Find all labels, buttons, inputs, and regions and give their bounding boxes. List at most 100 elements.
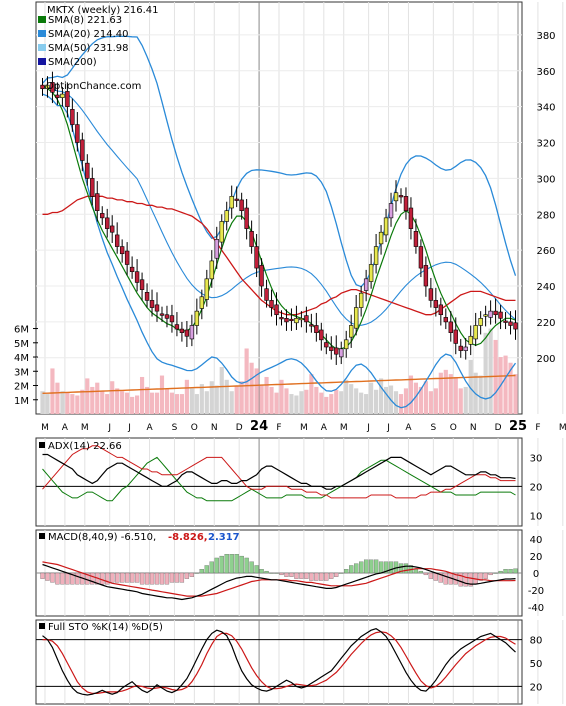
volume-bar: [60, 391, 65, 414]
adx-lines: [36, 445, 522, 502]
macd-histogram-bar: [234, 554, 239, 574]
macd-histogram-bar: [428, 572, 434, 579]
macd-histogram-bar: [403, 563, 409, 574]
volume-bar: [408, 375, 414, 414]
upper-band-line: [42, 35, 517, 288]
x-tick-label: F: [535, 423, 540, 433]
macd-histogram-bar: [154, 572, 160, 585]
volume-tick-label: 6M: [14, 325, 29, 336]
volume-average-line: [42, 374, 516, 394]
candle-body: [423, 265, 429, 287]
macd-histogram-bar: [244, 557, 249, 574]
bollinger-bands: [42, 35, 517, 409]
volume-bar: [378, 378, 384, 414]
candle-body: [219, 221, 224, 243]
macd-tick-label: -40: [528, 603, 544, 614]
volume-bar: [194, 394, 199, 414]
macd-histogram-bar: [289, 572, 294, 577]
candle-body: [473, 325, 478, 340]
candle-body: [314, 325, 319, 333]
volume-bar: [503, 355, 508, 414]
sma50-line: [42, 195, 516, 316]
volume-bar: [374, 389, 379, 414]
macd-histogram-bar: [214, 557, 219, 574]
stoch-tick-label: 50: [530, 659, 543, 670]
macd-histogram-bar: [383, 561, 389, 574]
candle-body: [309, 324, 314, 327]
macd-histogram-bar: [45, 572, 50, 581]
candle-body: [458, 345, 463, 351]
volume-bar: [80, 389, 85, 414]
candle-body: [174, 324, 180, 330]
candle-body: [254, 246, 259, 269]
macd-histogram-bar: [90, 572, 95, 585]
x-tick-label: S: [430, 423, 436, 433]
macd-histogram-bar: [334, 572, 339, 577]
volume-bar: [453, 376, 458, 414]
legend-entry: SMA(8) 221.63: [48, 15, 122, 26]
candle-body: [403, 196, 409, 211]
macd-histogram-bar: [398, 563, 404, 574]
macd-histogram-bar: [418, 570, 424, 574]
macd-histogram-bar: [219, 555, 224, 574]
macd-lines: [36, 554, 522, 601]
candle-body: [149, 300, 155, 308]
macd-histogram-bar: [75, 572, 80, 585]
candle-body: [289, 318, 294, 322]
macd-histogram-bar: [110, 572, 115, 583]
macd-histogram-bar: [349, 565, 354, 574]
candle-body: [95, 193, 100, 211]
volume-bar: [463, 386, 468, 414]
volume-bar: [413, 382, 419, 414]
candle-body: [239, 199, 244, 211]
volume-bar: [144, 386, 150, 414]
volume-bar: [254, 368, 259, 414]
macd-tick-label: 0: [533, 569, 539, 580]
adx-legend-swatch: [39, 442, 45, 448]
volume-bar: [324, 396, 329, 414]
x-tick-label: O: [450, 423, 457, 433]
candle-body: [503, 320, 508, 323]
legend: SMA(8) 221.63 SMA(20) 214.40 SMA(50) 231.9…: [38, 15, 129, 68]
volume-bar: [329, 394, 334, 414]
volume-bar: [284, 388, 289, 414]
sma20-line: [42, 86, 516, 326]
macd-histogram-bar: [483, 572, 488, 579]
candle-body: [244, 207, 249, 229]
macd-label: MACD(8,40,9) -6.510,: [48, 532, 156, 543]
volume-bar: [75, 395, 80, 414]
macd-histogram-bar: [413, 569, 419, 574]
adx-tick-label: 20: [530, 482, 543, 493]
candle-body: [408, 207, 414, 229]
macd-histogram-bar: [513, 568, 518, 574]
volume-bar: [428, 391, 433, 414]
macd-histogram-bar: [65, 572, 70, 585]
x-tick-label: N: [211, 423, 218, 433]
volume-bar: [45, 394, 50, 414]
candle-body: [453, 329, 458, 344]
candle-body: [363, 278, 369, 291]
macd-histogram-bar: [174, 572, 180, 583]
macd-histogram-bar: [294, 572, 299, 579]
candle-body: [70, 109, 75, 125]
volume-bar: [65, 392, 70, 414]
volume-bar: [304, 389, 309, 414]
candle-body: [209, 260, 214, 280]
macd-histogram-bar: [354, 563, 359, 574]
x-tick-label: 24: [250, 419, 268, 434]
candle-body: [184, 329, 190, 337]
candle-body: [284, 318, 289, 323]
macd-histogram-bar: [124, 572, 130, 583]
volume-bar: [483, 332, 488, 414]
volume-bar: [90, 386, 95, 414]
macd-histogram-bar: [378, 561, 384, 574]
macd-histogram-bar: [249, 561, 254, 574]
macd-histogram-bar: [299, 572, 304, 579]
candle-body: [110, 225, 115, 233]
volume-bar: [120, 391, 125, 414]
x-tick-label: N: [470, 423, 477, 433]
macd-histogram-bar: [264, 570, 269, 574]
volume-bar: [219, 367, 224, 414]
candle-body: [508, 321, 513, 326]
macd-histogram-bar: [149, 572, 155, 585]
